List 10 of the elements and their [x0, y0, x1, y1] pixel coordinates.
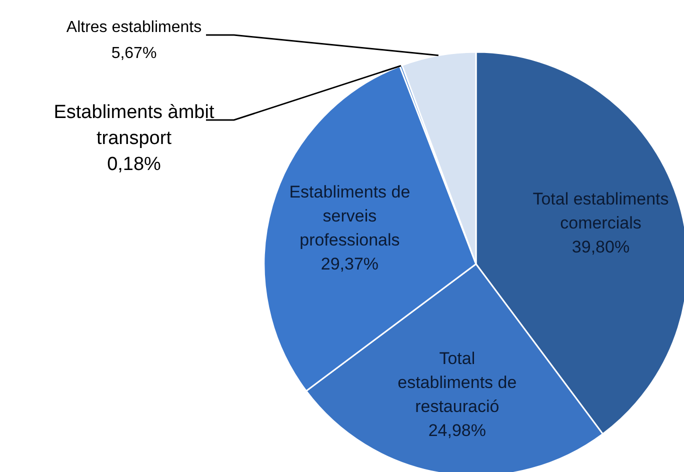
slice-label: Establiments de serveis professionals: [289, 182, 410, 250]
data-label: 24,98%: [428, 420, 486, 440]
data-label: 39,80%: [572, 237, 630, 256]
data-label: 0,18%: [107, 154, 162, 174]
data-label: 29,37%: [320, 254, 379, 274]
slice-label: Establiments àmbit transport: [54, 102, 215, 148]
slice-label: Total establiments comercials: [532, 189, 669, 232]
slice-label: Total establiments de restauració: [398, 348, 517, 416]
slice-label: Altres establiments: [66, 18, 202, 36]
data-label: 5,67%: [111, 44, 157, 62]
